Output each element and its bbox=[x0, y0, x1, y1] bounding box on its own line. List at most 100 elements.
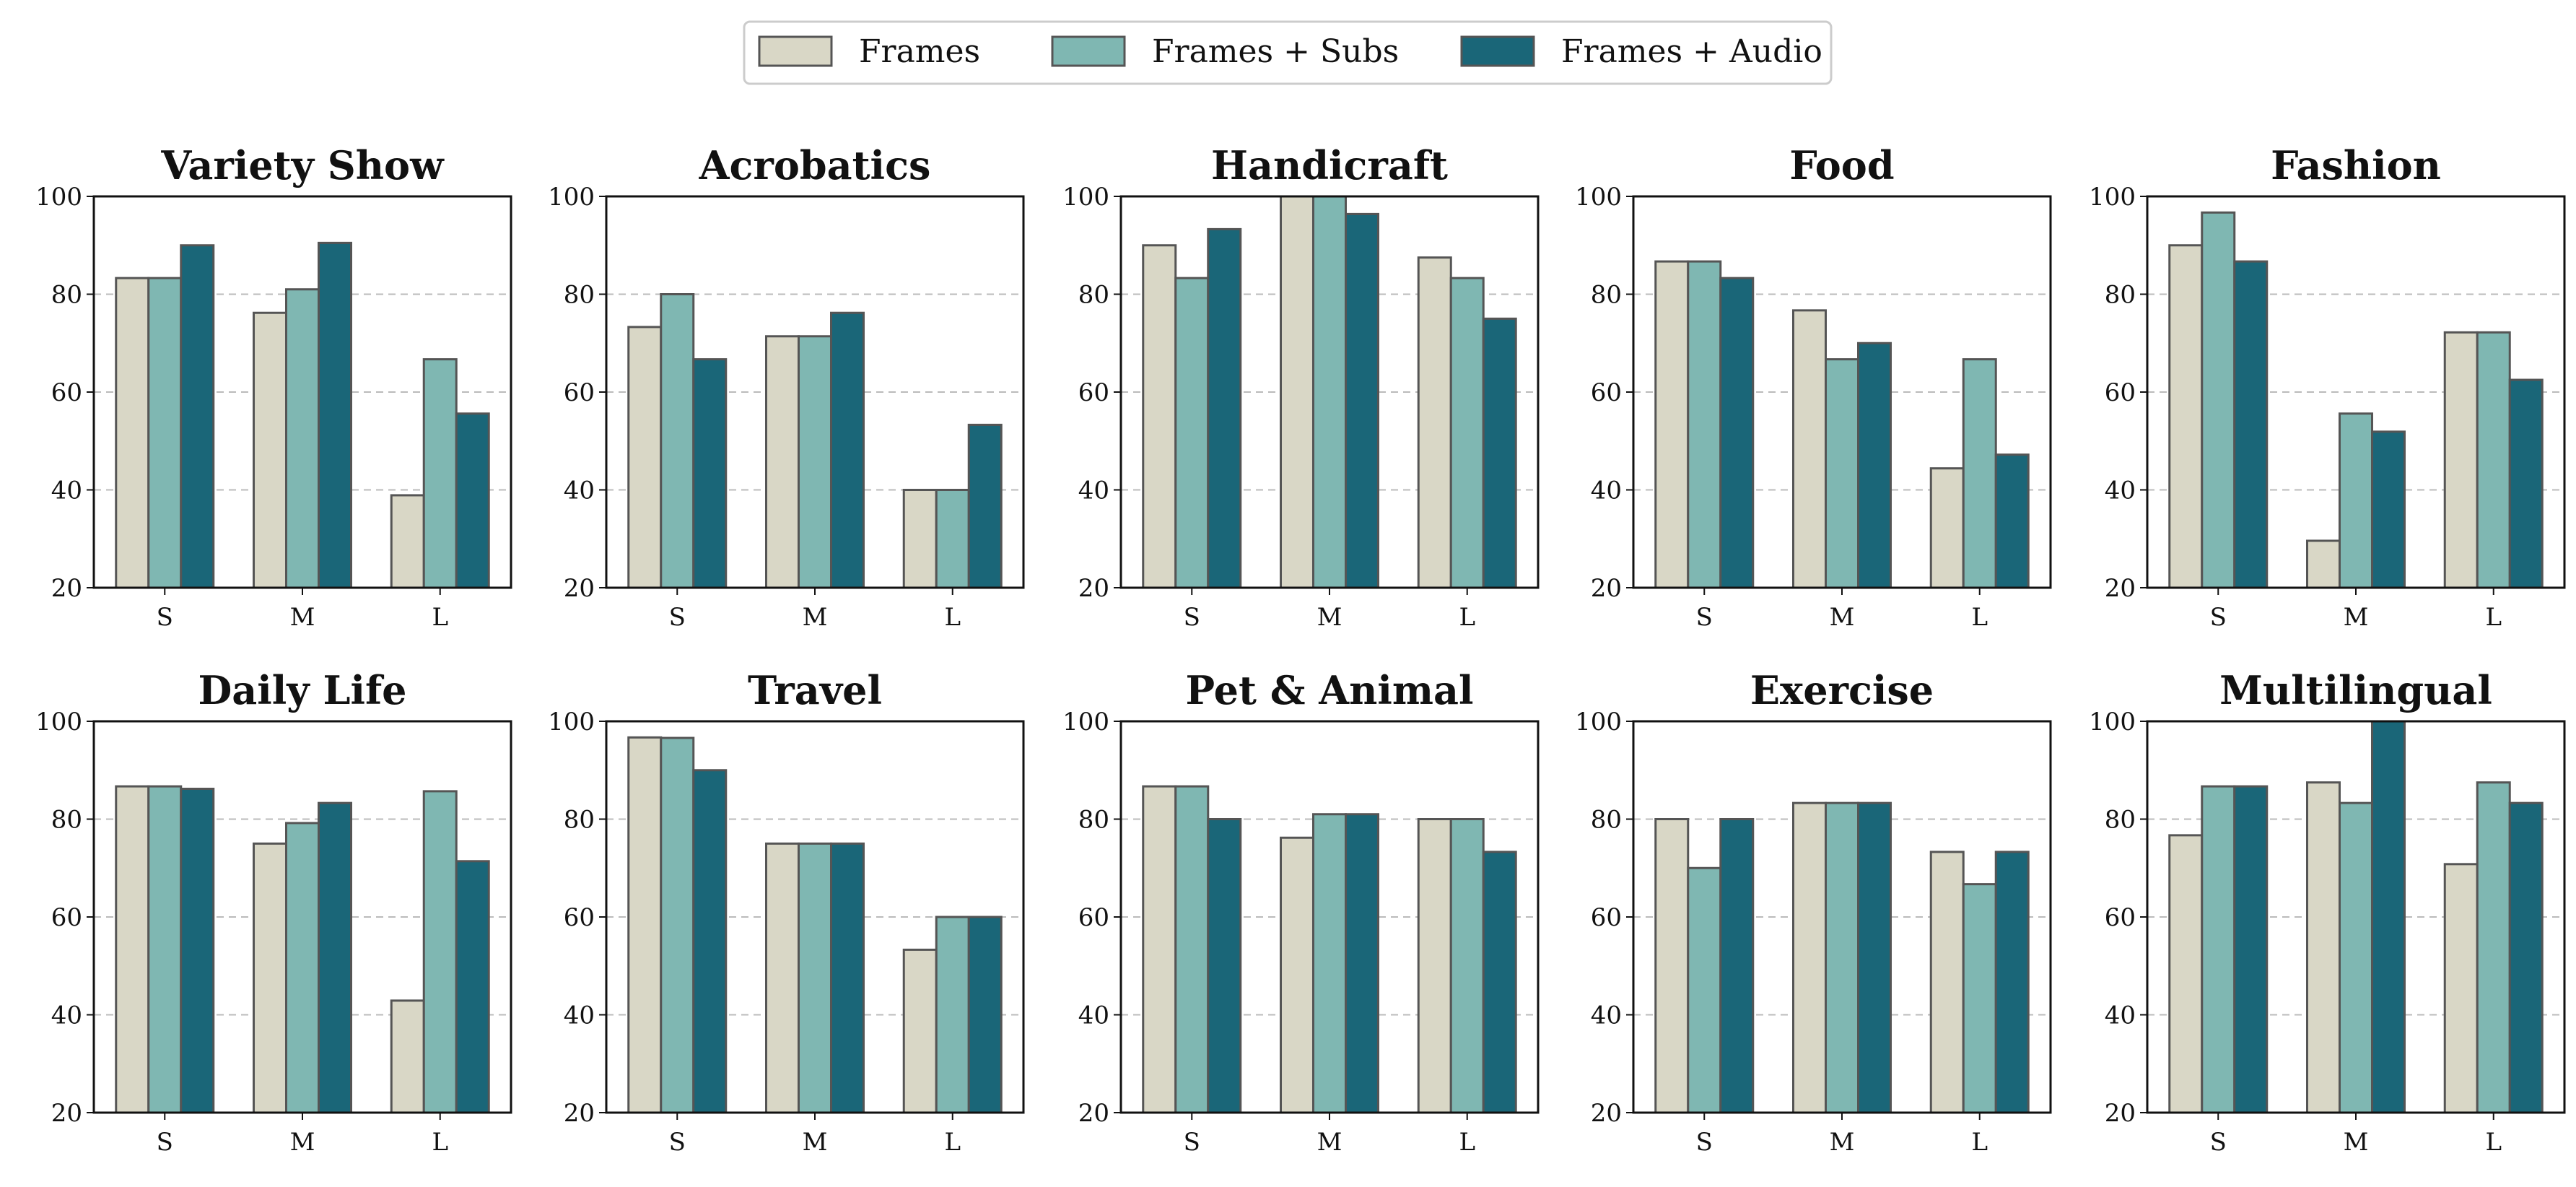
bar-acrobatics-m-frames-subs bbox=[798, 335, 832, 589]
bar-daily-life-l-frames bbox=[390, 999, 425, 1114]
legend-label-frames-audio: Frames + Audio bbox=[1561, 33, 1822, 70]
bar-food-s-frames bbox=[1654, 260, 1690, 589]
bar-travel-s-frames-subs bbox=[660, 736, 695, 1114]
bar-exercise-m-frames-audio bbox=[1857, 801, 1892, 1114]
xtick-label-pet-animal-m: M bbox=[1317, 1128, 1342, 1157]
legend-swatch-frames bbox=[758, 35, 833, 67]
bar-travel-m-frames bbox=[765, 842, 800, 1114]
ytick-label-pet-animal-20: 20 bbox=[1078, 1099, 1109, 1128]
ytick-label-variety-show-40: 40 bbox=[51, 477, 82, 505]
panel-title-multilingual: Multilingual bbox=[2219, 667, 2492, 713]
xtick-label-food-s: S bbox=[1696, 603, 1713, 632]
bar-multilingual-m-frames-subs bbox=[2339, 801, 2373, 1114]
panel-title-fashion: Fashion bbox=[2271, 142, 2441, 188]
xtick-label-exercise-s: S bbox=[1696, 1128, 1713, 1157]
ytick-label-fashion-60: 60 bbox=[2105, 378, 2136, 407]
bar-exercise-l-frames-audio bbox=[1994, 851, 2030, 1114]
panel-frame-variety-show bbox=[92, 195, 512, 589]
xtick-label-exercise-l: L bbox=[1971, 1128, 1988, 1157]
xtick-label-handicraft-s: S bbox=[1184, 603, 1200, 632]
bar-handicraft-l-frames-audio bbox=[1482, 317, 1517, 589]
bar-multilingual-s-frames-subs bbox=[2201, 785, 2236, 1114]
panel-title-daily-life: Daily Life bbox=[198, 667, 406, 713]
ytick-label-fashion-80: 80 bbox=[2105, 281, 2136, 310]
bar-acrobatics-l-frames-subs bbox=[935, 489, 970, 589]
ytick-label-multilingual-100: 100 bbox=[2089, 708, 2136, 736]
bar-pet-animal-l-frames bbox=[1417, 818, 1452, 1114]
bar-travel-s-frames-audio bbox=[692, 769, 728, 1114]
ytick-label-daily-life-100: 100 bbox=[35, 708, 82, 736]
xtick-label-acrobatics-m: M bbox=[803, 603, 828, 632]
bar-food-l-frames bbox=[1929, 467, 1965, 589]
xtick-label-daily-life-l: L bbox=[432, 1128, 448, 1157]
bar-handicraft-m-frames-subs bbox=[1312, 195, 1347, 589]
bar-fashion-s-frames bbox=[2168, 244, 2204, 589]
ytick-label-fashion-100: 100 bbox=[2089, 183, 2136, 212]
panel-frame-pet-animal bbox=[1119, 720, 1540, 1114]
bar-daily-life-s-frames-audio bbox=[180, 787, 215, 1114]
ytick-label-food-20: 20 bbox=[1591, 574, 1622, 603]
ytick-label-handicraft-60: 60 bbox=[1078, 378, 1109, 407]
panel-frame-food bbox=[1632, 195, 2052, 589]
bar-multilingual-s-frames bbox=[2168, 834, 2204, 1114]
bar-travel-m-frames-audio bbox=[830, 842, 865, 1114]
panel-frame-multilingual bbox=[2146, 720, 2566, 1114]
bar-variety-show-l-frames-subs bbox=[422, 358, 458, 589]
legend-label-frames-subs: Frames + Subs bbox=[1152, 33, 1399, 70]
ytick-label-food-80: 80 bbox=[1591, 281, 1622, 310]
bar-exercise-l-frames-subs bbox=[1962, 883, 1997, 1114]
bar-variety-show-m-frames bbox=[253, 311, 287, 589]
bar-daily-life-m-frames-subs bbox=[285, 822, 320, 1114]
bar-variety-show-l-frames-audio bbox=[455, 412, 490, 589]
bar-variety-show-s-frames-audio bbox=[180, 244, 215, 589]
xtick-label-handicraft-l: L bbox=[1459, 603, 1475, 632]
xtick-label-multilingual-m: M bbox=[2344, 1128, 2369, 1157]
bar-exercise-s-frames-audio bbox=[1719, 818, 1755, 1114]
ytick-label-travel-100: 100 bbox=[548, 708, 595, 736]
bar-handicraft-l-frames-subs bbox=[1449, 277, 1485, 589]
xtick-label-exercise-m: M bbox=[1830, 1128, 1855, 1157]
ytick-label-pet-animal-60: 60 bbox=[1078, 903, 1109, 932]
ytick-label-daily-life-60: 60 bbox=[51, 903, 82, 932]
bar-food-m-frames-audio bbox=[1857, 342, 1892, 589]
panel-title-food: Food bbox=[1789, 142, 1894, 188]
panel-frame-daily-life bbox=[92, 720, 512, 1114]
ytick-label-variety-show-100: 100 bbox=[35, 183, 82, 212]
bar-food-s-frames-audio bbox=[1719, 277, 1755, 589]
bar-multilingual-l-frames-subs bbox=[2476, 781, 2511, 1114]
panel-title-exercise: Exercise bbox=[1750, 667, 1934, 713]
bar-multilingual-m-frames-audio bbox=[2371, 720, 2406, 1114]
legend-swatch-frames-subs bbox=[1051, 35, 1126, 67]
xtick-label-daily-life-m: M bbox=[290, 1128, 315, 1157]
ytick-label-exercise-100: 100 bbox=[1575, 708, 1622, 736]
bar-daily-life-l-frames-audio bbox=[455, 860, 490, 1114]
bar-variety-show-l-frames bbox=[390, 494, 425, 589]
xtick-label-travel-m: M bbox=[803, 1128, 828, 1157]
bar-multilingual-l-frames bbox=[2443, 863, 2479, 1114]
xtick-label-travel-s: S bbox=[669, 1128, 686, 1157]
bar-fashion-l-frames-subs bbox=[2476, 331, 2511, 589]
xtick-label-acrobatics-s: S bbox=[669, 603, 686, 632]
ytick-label-travel-80: 80 bbox=[564, 806, 595, 835]
xtick-label-pet-animal-s: S bbox=[1184, 1128, 1200, 1157]
xtick-label-fashion-s: S bbox=[2210, 603, 2227, 632]
ytick-label-travel-40: 40 bbox=[564, 1001, 595, 1030]
bar-travel-l-frames-audio bbox=[967, 916, 1003, 1114]
bar-exercise-m-frames-subs bbox=[1825, 801, 1859, 1114]
bar-pet-animal-s-frames bbox=[1142, 785, 1177, 1114]
bar-travel-s-frames bbox=[627, 736, 663, 1114]
ytick-label-variety-show-20: 20 bbox=[51, 574, 82, 603]
bar-acrobatics-s-frames bbox=[627, 326, 663, 589]
bar-fashion-l-frames-audio bbox=[2508, 378, 2544, 589]
panel-frame-handicraft bbox=[1119, 195, 1540, 589]
bar-multilingual-s-frames-audio bbox=[2233, 785, 2269, 1114]
bar-handicraft-m-frames bbox=[1280, 195, 1314, 589]
bar-food-m-frames-subs bbox=[1825, 358, 1859, 589]
ytick-label-multilingual-80: 80 bbox=[2105, 806, 2136, 835]
panel-frame-exercise bbox=[1632, 720, 2052, 1114]
bar-exercise-l-frames bbox=[1929, 851, 1965, 1114]
bar-acrobatics-m-frames bbox=[765, 335, 800, 589]
ytick-label-acrobatics-80: 80 bbox=[564, 281, 595, 310]
